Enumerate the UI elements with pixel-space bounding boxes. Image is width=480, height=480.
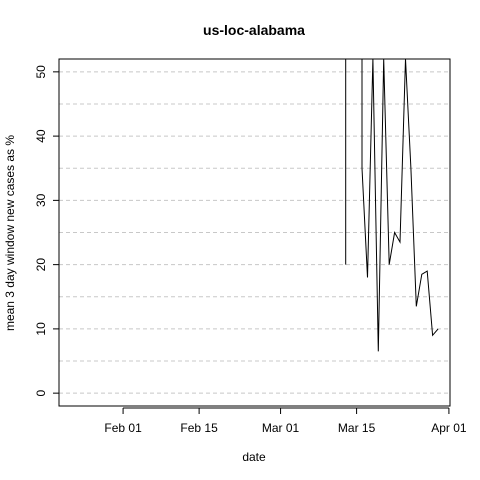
chart-title: us-loc-alabama xyxy=(203,22,305,38)
x-tick-label: Mar 01 xyxy=(262,421,300,435)
series-layer xyxy=(345,59,439,352)
x-tick-label: Feb 01 xyxy=(104,421,142,435)
x-tick-label: Feb 15 xyxy=(180,421,218,435)
plot-frame xyxy=(58,58,451,407)
y-tick-label: 10 xyxy=(34,322,48,336)
y-tick-label: 50 xyxy=(34,65,48,79)
x-tick-label: Apr 01 xyxy=(431,421,467,435)
x-axis-label: date xyxy=(242,450,266,464)
gridlines xyxy=(59,71,450,394)
y-tick-label: 0 xyxy=(34,389,48,396)
axes: 0 10 20 30 40 50 Feb 01 Feb 15 Mar 01 Mar 15 Apr 0… xyxy=(34,65,467,435)
y-tick-label: 40 xyxy=(34,129,48,143)
series-line xyxy=(345,59,439,352)
y-tick-label: 20 xyxy=(34,258,48,272)
y-axis-label: mean 3 day window new cases as % xyxy=(3,135,17,331)
y-tick-label: 30 xyxy=(34,193,48,207)
x-tick-label: Mar 15 xyxy=(338,421,376,435)
